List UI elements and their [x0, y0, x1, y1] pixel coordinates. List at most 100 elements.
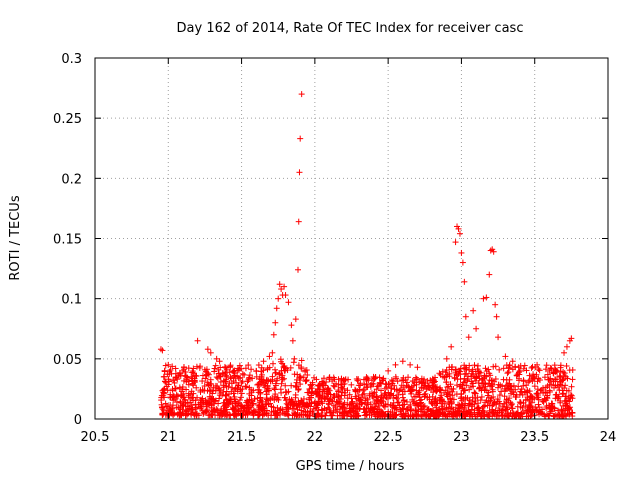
data-point: [272, 366, 279, 373]
data-point: [494, 396, 501, 403]
data-point: [237, 386, 244, 393]
x-tick-label: 22.5: [374, 430, 403, 445]
data-point: [557, 413, 564, 420]
data-point: [253, 367, 260, 374]
data-point: [292, 394, 299, 401]
data-point: [446, 364, 453, 371]
data-point: [499, 383, 506, 390]
data-point: [231, 386, 238, 393]
data-point: [549, 400, 556, 407]
data-point: [276, 371, 283, 378]
data-point: [181, 396, 188, 403]
data-point: [534, 378, 541, 385]
data-point: [269, 349, 276, 356]
data-point: [416, 387, 423, 394]
data-point: [164, 387, 171, 394]
data-point: [453, 412, 460, 419]
data-point: [482, 399, 489, 406]
data-point: [490, 248, 497, 255]
data-point: [287, 364, 294, 371]
data-point: [249, 400, 256, 407]
data-point: [237, 394, 244, 401]
data-point: [429, 379, 436, 386]
data-point: [462, 313, 469, 320]
data-point: [335, 388, 342, 395]
data-point: [553, 376, 560, 383]
data-point: [332, 408, 339, 415]
data-point: [370, 380, 377, 387]
data-point: [411, 379, 418, 386]
data-point: [214, 407, 221, 414]
data-point: [288, 399, 295, 406]
data-point: [161, 394, 168, 401]
data-point: [503, 362, 510, 369]
data-point: [447, 381, 454, 388]
data-point: [297, 135, 304, 142]
data-point: [444, 384, 451, 391]
data-point: [335, 399, 342, 406]
data-point: [486, 413, 493, 420]
data-point: [393, 406, 400, 413]
data-point: [266, 353, 273, 360]
x-tick-label: 24: [600, 430, 617, 445]
data-point: [504, 412, 511, 419]
data-point: [226, 380, 233, 387]
data-point: [569, 395, 576, 402]
data-point: [528, 409, 535, 416]
data-point: [188, 373, 195, 380]
data-point: [224, 411, 231, 418]
data-point: [500, 365, 507, 372]
data-point: [183, 386, 190, 393]
data-point: [344, 395, 351, 402]
data-point: [206, 387, 213, 394]
grid: [95, 58, 608, 419]
data-point: [172, 365, 179, 372]
data-point: [199, 378, 206, 385]
data-point: [464, 377, 471, 384]
data-point: [430, 389, 437, 396]
data-point: [298, 397, 305, 404]
data-point: [458, 397, 465, 404]
data-point: [342, 408, 349, 415]
data-point: [338, 376, 345, 383]
data-point: [568, 383, 575, 390]
data-point: [529, 407, 536, 414]
data-point: [531, 383, 538, 390]
data-point: [167, 402, 174, 409]
data-point: [304, 413, 311, 420]
data-point: [565, 387, 572, 394]
data-point: [423, 386, 430, 393]
data-point: [564, 375, 571, 382]
data-point: [443, 378, 450, 385]
data-point: [165, 376, 172, 383]
data-point: [304, 371, 311, 378]
data-point: [490, 363, 497, 370]
data-point: [216, 395, 223, 402]
data-point: [530, 375, 537, 382]
data-point: [243, 384, 250, 391]
data-point: [561, 349, 568, 356]
data-point: [226, 391, 233, 398]
data-point: [354, 412, 361, 419]
data-point: [442, 369, 449, 376]
data-point: [198, 404, 205, 411]
data-point: [202, 408, 209, 415]
data-point: [193, 412, 200, 419]
data-point: [184, 374, 191, 381]
data-point: [161, 367, 168, 374]
data-point: [185, 365, 192, 372]
y-tick-label: 0.1: [61, 293, 82, 308]
data-point: [448, 343, 455, 350]
data-point: [313, 413, 320, 420]
data-point: [456, 383, 463, 390]
data-point: [546, 367, 553, 374]
data-point: [492, 375, 499, 382]
data-point: [197, 388, 204, 395]
data-point: [216, 386, 223, 393]
data-point: [467, 383, 474, 390]
data-point: [478, 413, 485, 420]
data-point: [409, 396, 416, 403]
data-point: [242, 383, 249, 390]
data-point: [326, 408, 333, 415]
data-point: [389, 413, 396, 420]
